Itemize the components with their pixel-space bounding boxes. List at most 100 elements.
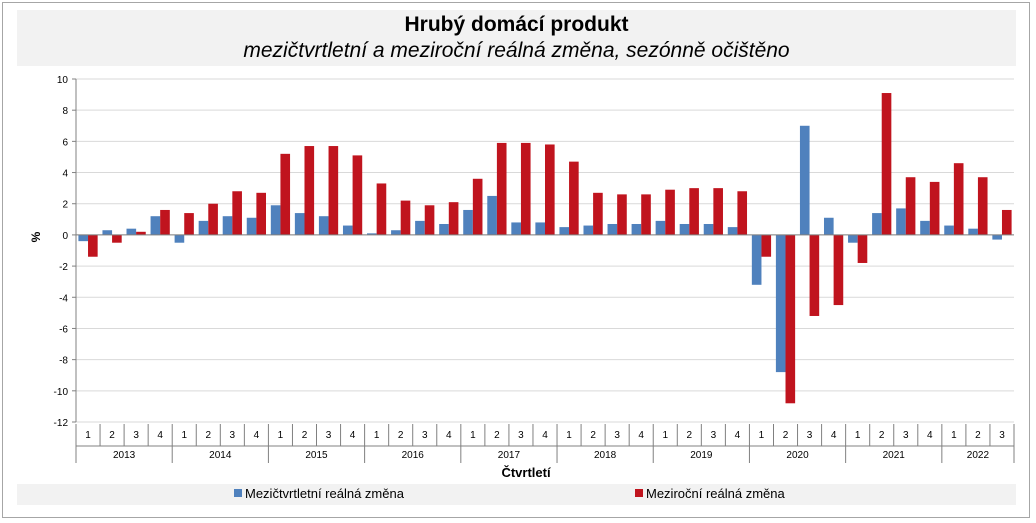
axes	[72, 78, 1015, 463]
quarter-label: 1	[470, 430, 476, 441]
quarter-label: 3	[518, 430, 524, 441]
y-tick-label: -12	[54, 418, 69, 429]
quarter-label: 2	[879, 430, 885, 441]
quarter-label: 1	[181, 430, 187, 441]
bar-quarterly	[655, 220, 666, 235]
bar-yearly	[617, 194, 627, 235]
quarter-label: 1	[951, 430, 957, 441]
bar-yearly	[280, 153, 291, 235]
quarter-label: 1	[759, 430, 765, 441]
y-tick-label: 0	[62, 231, 68, 242]
bar-yearly	[569, 161, 579, 235]
quarter-label: 4	[638, 430, 644, 441]
quarter-label: 4	[446, 430, 452, 441]
bar-quarterly	[270, 205, 281, 235]
quarter-label: 1	[374, 430, 380, 441]
bar-yearly	[857, 234, 868, 263]
bar-yearly	[689, 188, 699, 235]
year-label: 2014	[209, 450, 232, 461]
bar-quarterly	[679, 223, 690, 235]
y-tick-label: 10	[57, 75, 69, 86]
bar-yearly	[400, 200, 411, 235]
bar-quarterly	[415, 220, 425, 235]
bar-yearly	[809, 234, 820, 316]
bar-yearly	[641, 194, 651, 235]
bar-quarterly	[439, 223, 449, 235]
bar-yearly	[881, 93, 892, 235]
bar-quarterly	[848, 234, 858, 243]
year-label: 2019	[690, 450, 713, 461]
bar-yearly	[112, 234, 122, 243]
bar-yearly	[737, 191, 748, 235]
legend-item-quarterly: Mezičtvrtletní reálná změna	[234, 486, 404, 501]
y-tick-label: -2	[59, 262, 68, 273]
bar-yearly	[184, 213, 194, 235]
bar-yearly	[304, 146, 315, 235]
quarter-label: 3	[133, 430, 139, 441]
bar-yearly	[448, 202, 459, 235]
quarter-label: 3	[903, 430, 909, 441]
y-tick-label: -4	[59, 293, 68, 304]
year-label: 2022	[967, 450, 990, 461]
bar-yearly	[929, 181, 940, 235]
bar-quarterly	[391, 230, 401, 235]
bar-yearly	[328, 146, 339, 235]
y-axis-label: %	[29, 231, 43, 242]
bar-quarterly	[583, 225, 594, 235]
bar-quarterly	[174, 234, 185, 243]
bar-yearly	[160, 209, 170, 235]
year-label: 2013	[113, 450, 136, 461]
bar-quarterly	[992, 234, 1002, 240]
bar-yearly	[256, 192, 267, 235]
bar-quarterly	[318, 216, 329, 235]
bar-quarterly	[559, 227, 570, 235]
y-tick-label: 6	[62, 137, 68, 148]
bar-quarterly	[246, 217, 257, 235]
bar-quarterly	[102, 230, 113, 235]
bar-yearly	[665, 189, 675, 235]
bar-yearly	[593, 192, 603, 235]
bar-quarterly	[198, 220, 209, 235]
year-label: 2015	[305, 450, 328, 461]
quarter-label: 4	[350, 430, 356, 441]
x-axis-label: Čtvrtletí	[501, 465, 551, 480]
quarter-label: 2	[783, 430, 789, 441]
quarter-label: 1	[855, 430, 861, 441]
quarter-label: 3	[807, 430, 813, 441]
quarter-label: 2	[398, 430, 404, 441]
bar-yearly	[761, 234, 772, 257]
quarter-label: 3	[711, 430, 717, 441]
bar-yearly	[496, 142, 507, 235]
bar-quarterly	[920, 220, 930, 235]
bar-quarterly	[487, 195, 497, 235]
bars	[78, 93, 1012, 404]
bar-quarterly	[872, 213, 882, 235]
bar-quarterly	[703, 223, 714, 235]
legend-swatch-yearly	[635, 489, 643, 497]
quarter-label: 1	[278, 430, 284, 441]
y-tick-label: -10	[54, 387, 69, 398]
bar-quarterly	[775, 234, 786, 373]
bar-yearly	[713, 188, 723, 235]
year-label: 2016	[402, 450, 425, 461]
quarter-label: 1	[662, 430, 668, 441]
bar-quarterly	[799, 125, 810, 235]
bar-quarterly	[631, 223, 642, 235]
bar-yearly	[88, 234, 98, 257]
quarter-label: 2	[975, 430, 981, 441]
quarter-label: 2	[206, 430, 212, 441]
title-box: Hrubý domácí produkt mezičtvrtletní a me…	[17, 10, 1016, 66]
quarter-label: 3	[230, 430, 236, 441]
bar-quarterly	[607, 223, 618, 235]
bar-yearly	[833, 234, 844, 306]
quarter-label: 4	[254, 430, 260, 441]
legend: Mezičtvrtletní reálná změna Meziroční re…	[17, 484, 1016, 505]
legend-label-yearly: Meziroční reálná změna	[646, 486, 785, 501]
legend-swatch-quarterly	[234, 489, 242, 497]
quarter-label: 2	[590, 430, 596, 441]
bar-quarterly	[294, 213, 305, 235]
bar-quarterly	[78, 234, 89, 242]
quarter-label: 2	[302, 430, 308, 441]
quarter-label: 4	[157, 430, 163, 441]
bar-quarterly	[511, 222, 521, 235]
